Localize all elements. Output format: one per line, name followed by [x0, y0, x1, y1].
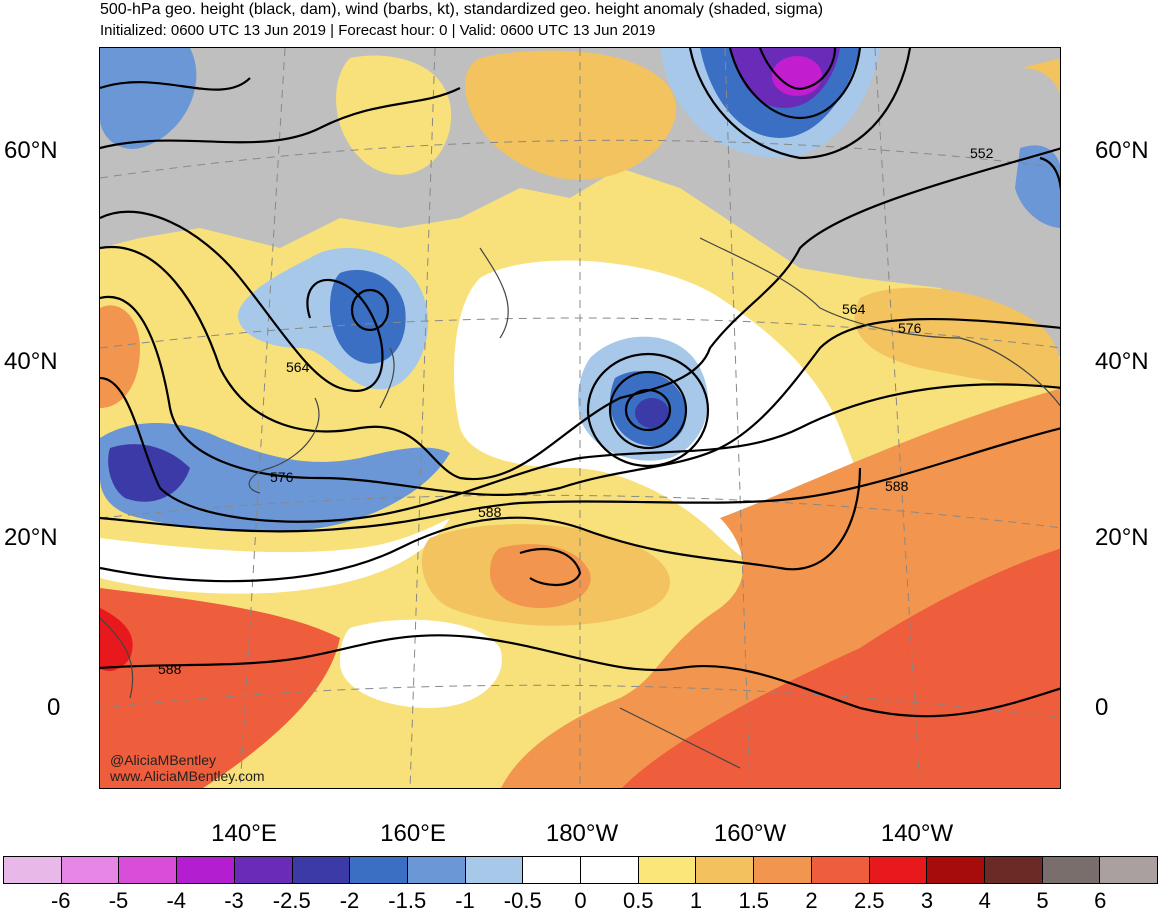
colorbar-cell	[350, 857, 408, 883]
lat-label-right: 0	[1095, 694, 1109, 721]
anomaly-darkblue-belt	[108, 444, 190, 502]
anomaly-blue-japan-inner	[330, 269, 406, 364]
anomaly-blue-east	[1015, 145, 1060, 228]
colorbar-cell	[523, 857, 582, 883]
anomaly-red-southwest	[100, 588, 340, 788]
colorbar-label: -1	[455, 888, 475, 913]
colorbar-cell	[638, 857, 697, 883]
contour-label: 588	[478, 504, 502, 520]
height-contours	[100, 48, 1060, 718]
anomaly-magenta-core	[772, 56, 822, 96]
lon-label: 140°W	[880, 820, 954, 847]
colorbar-cell	[869, 857, 928, 883]
colorbar-label: -6	[50, 888, 71, 913]
lat-label-left: 20°N	[4, 524, 58, 551]
graticule	[100, 48, 1060, 788]
lat-label-right: 40°N	[1095, 348, 1149, 375]
colorbar-cell	[119, 857, 178, 883]
lat-label-left: 60°N	[4, 137, 58, 164]
colorbar-label: -3	[224, 888, 244, 913]
colorbar-label: 1.5	[738, 888, 770, 913]
map-panel: 552 564 564 576 576 588 588 588	[99, 47, 1061, 789]
colorbar-label: 6	[1094, 888, 1107, 913]
map-canvas	[100, 48, 1060, 788]
colorbar-cell	[811, 857, 870, 883]
colorbar-label: 0	[574, 888, 587, 913]
colorbar-cell	[581, 857, 639, 883]
colorbar-label: 2.5	[853, 888, 885, 913]
anomaly-orange2-center	[490, 544, 591, 608]
lon-label: 160°W	[713, 820, 787, 847]
colorbar-label: 4	[978, 888, 991, 913]
colorbar-label: -4	[166, 888, 187, 913]
colorbar	[3, 856, 1158, 884]
colorbar-cell	[1042, 857, 1101, 883]
colorbar-cell	[234, 857, 293, 883]
colorbar-cell	[696, 857, 755, 883]
lat-label-right: 20°N	[1095, 524, 1149, 551]
anomaly-orange-west	[100, 305, 140, 408]
anomaly-darkblue-center	[635, 398, 669, 428]
colorbar-label: 3	[920, 888, 934, 913]
colorbar-cell	[61, 857, 120, 883]
colorbar-cell	[465, 857, 524, 883]
anomaly-red-southeast	[622, 548, 1060, 788]
lat-label-left: 40°N	[4, 348, 58, 375]
colorbar-label: 0.5	[622, 888, 654, 913]
anomaly-darkred-southwest	[100, 608, 133, 671]
contour-label: 588	[885, 478, 909, 494]
colorbar-cell	[407, 857, 466, 883]
anomaly-orange-north	[465, 50, 677, 180]
plot-title: 500-hPa geo. height (black, dam), wind (…	[100, 1, 824, 18]
colorbar-label: -0.5	[503, 888, 542, 913]
lat-label-right: 60°N	[1095, 137, 1149, 164]
contour-label: 576	[898, 320, 922, 336]
colorbar-cell	[927, 857, 985, 883]
colorbar-label: -1.5	[388, 888, 427, 913]
colorbar-label: 5	[1036, 888, 1049, 913]
contour-label: 576	[270, 469, 294, 485]
colorbar-cell	[292, 857, 351, 883]
colorbar-cell	[754, 857, 812, 883]
colorbar-label: -5	[108, 888, 129, 913]
colorbar-label: 2	[805, 888, 818, 913]
colorbar-label: -2.5	[272, 888, 311, 913]
lon-label: 140°E	[211, 820, 277, 847]
contour-label: 588	[158, 661, 182, 677]
plot-subtitle: Initialized: 0600 UTC 13 Jun 2019 | Fore…	[100, 22, 656, 39]
colorbar-label: 1	[689, 888, 703, 913]
lon-label: 160°E	[380, 820, 446, 847]
contour-label: 552	[970, 145, 994, 161]
colorbar-cell	[4, 857, 62, 883]
lat-label-left: 0	[47, 694, 61, 721]
credit-handle: @AliciaMBentley	[110, 752, 217, 768]
anomaly-yellow-north	[336, 55, 452, 175]
anomaly-white-west	[100, 518, 450, 594]
anomaly-orange-ne	[1020, 58, 1060, 95]
credit-url: www.AliciaMBentley.com	[110, 768, 265, 784]
coastlines	[100, 237, 1060, 769]
lon-label: 180°W	[545, 820, 619, 847]
contour-label: 564	[286, 359, 310, 375]
contour-label: 564	[842, 301, 866, 317]
colorbar-cell	[177, 857, 235, 883]
colorbar-cell	[984, 857, 1043, 883]
anomaly-blue-top-left	[100, 48, 197, 149]
colorbar-label: -2	[339, 888, 360, 913]
colorbar-cell	[1100, 857, 1158, 883]
